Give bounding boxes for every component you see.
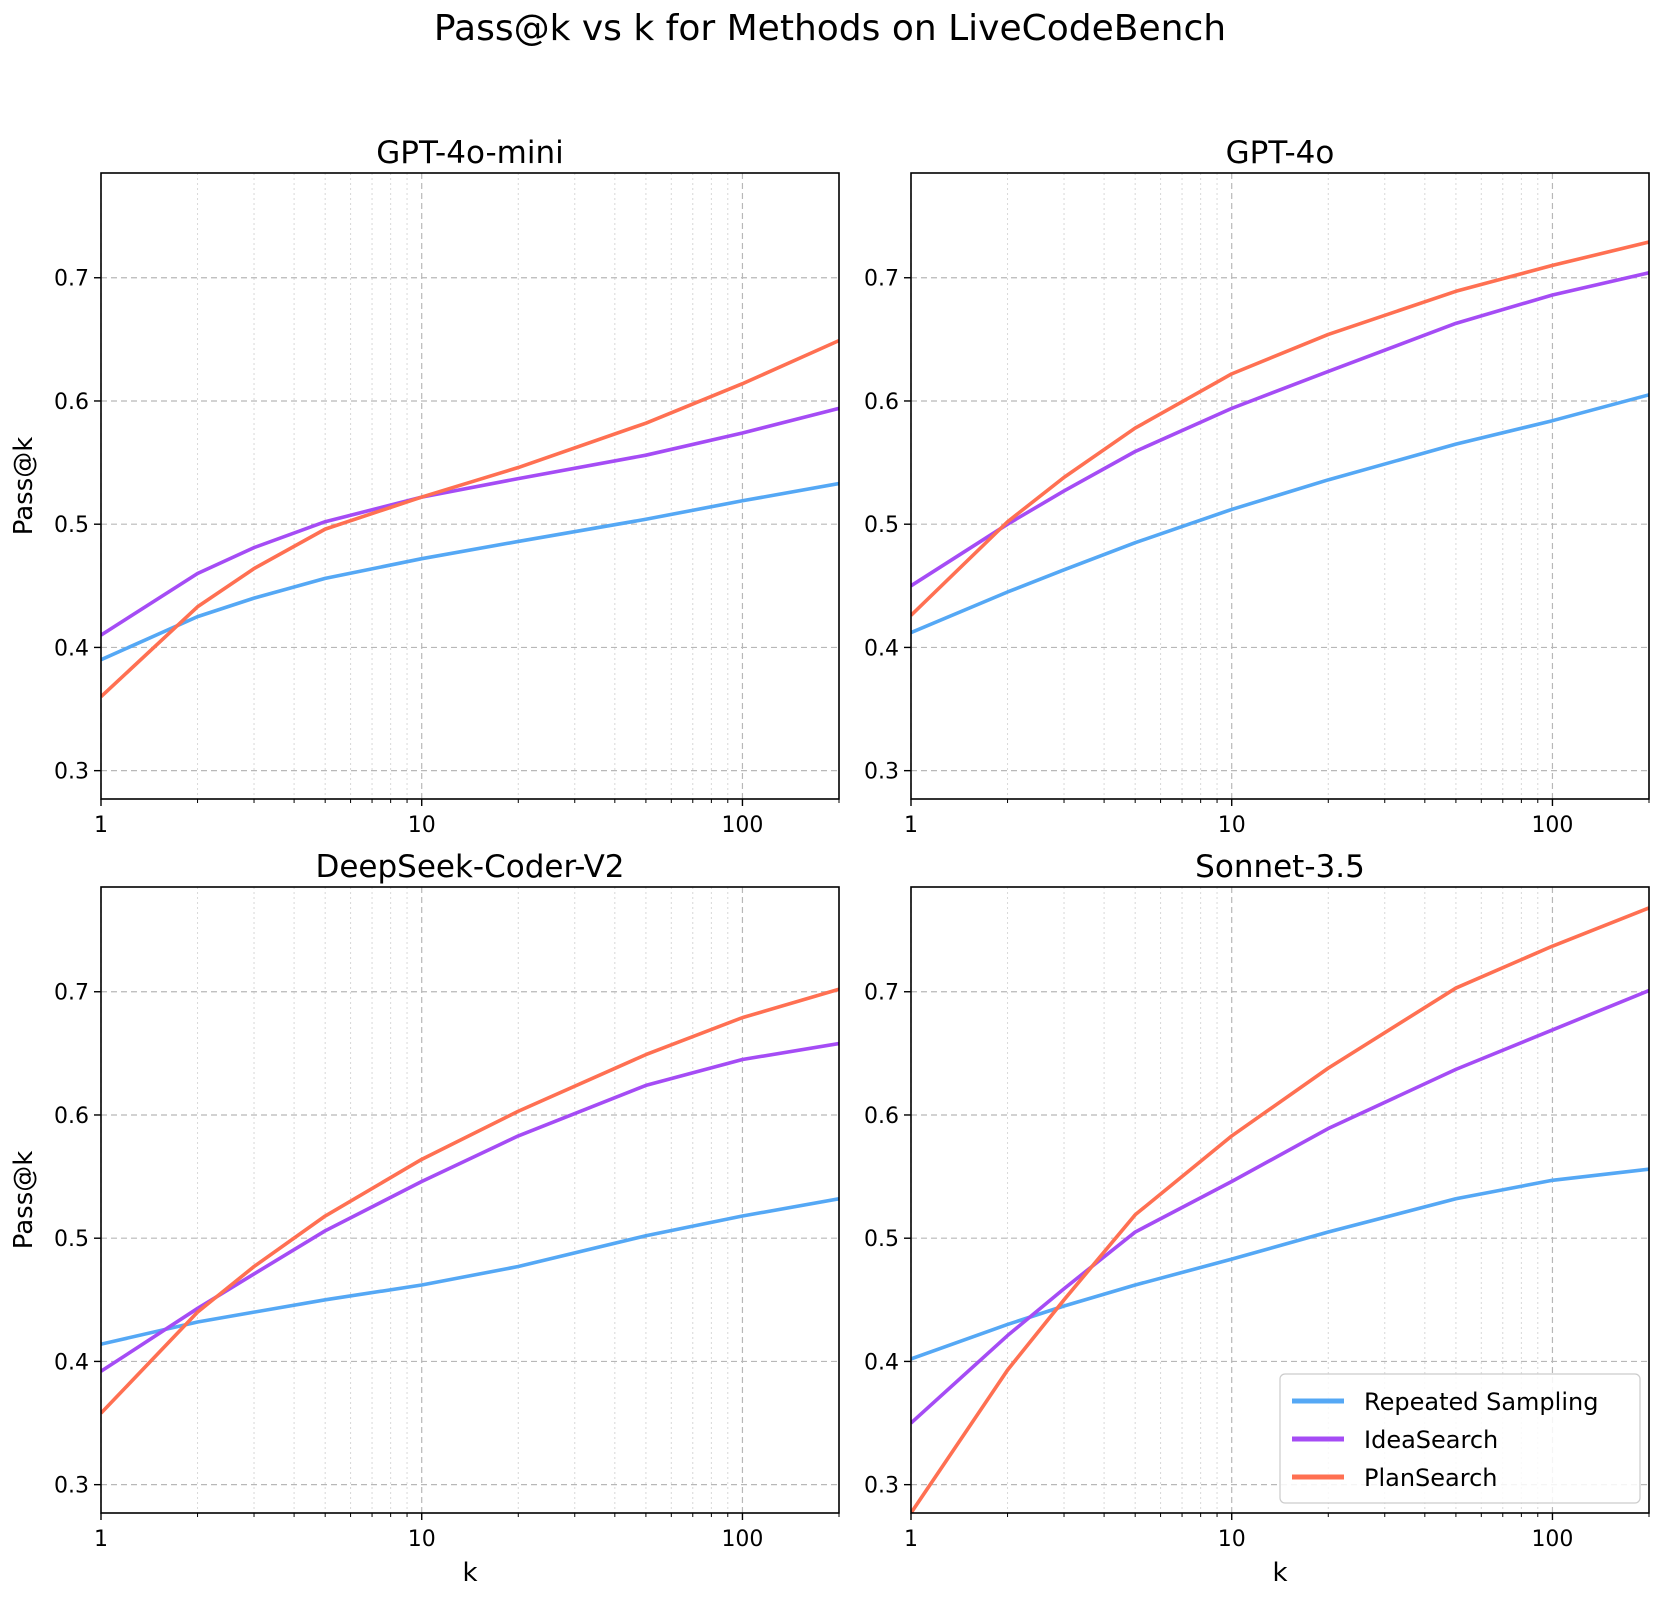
y-tick-label: 0.7: [864, 981, 899, 1006]
major-gridlines: [910, 173, 1649, 799]
axes-frame: [100, 886, 840, 1514]
panel-title: Sonnet-3.5: [1195, 849, 1365, 885]
y-tick-label: 0.4: [54, 636, 89, 661]
panel-deepseek-coder-v2: 1 10 100 0.3 0.4 0.5 0.6 0.7 DeepSeek-Coder-V2 Pa…: [9, 849, 840, 1588]
major-gridlines: [100, 887, 839, 1513]
panel-gpt-4o: 1 10 100 0.3 0.4 0.5 0.6 0.7 GPT-4o: [864, 135, 1650, 838]
y-tick-label: 0.7: [54, 267, 89, 292]
minor-gridlines: [1007, 173, 1650, 799]
y-axis-label: Pass@k: [9, 437, 39, 536]
series-group: [911, 906, 1649, 1513]
y-tick-label: 0.5: [54, 513, 89, 538]
y-tick-label: 0.7: [54, 981, 89, 1006]
x-tick-label: 10: [408, 1527, 436, 1552]
y-tick-label: 0.3: [54, 760, 89, 785]
legend-label-repeated-sampling: Repeated Sampling: [1364, 1388, 1598, 1416]
x-tick-label: 1: [904, 813, 918, 838]
panel-title: GPT-4o-mini: [376, 135, 564, 171]
series-line-plansearch: [911, 240, 1649, 617]
y-tick-label: 0.5: [864, 513, 899, 538]
panel-title: GPT-4o: [1226, 135, 1335, 171]
x-tick-label: 100: [1531, 1527, 1573, 1552]
series-line-repeated-sampling: [911, 1167, 1649, 1361]
figure-suptitle: Pass@k vs k for Methods on LiveCodeBench: [434, 8, 1226, 49]
x-tick-label: 10: [1218, 813, 1246, 838]
series-line-ideasearch: [911, 271, 1649, 588]
legend: Repeated Sampling IdeaSearch PlanSearch: [1279, 1373, 1641, 1504]
panel-gpt-4o-mini: 1 10 100 0.3 0.4 0.5 0.6 0.7 GPT-4o-mini Pass@k: [9, 135, 840, 838]
y-tick-label: 0.5: [864, 1227, 899, 1252]
panel-sonnet-3-5: 1 10 100 0.3 0.4 0.5 0.6 0.7 Sonnet-3.5 k Repeated…: [864, 849, 1650, 1588]
y-tick-label: 0.7: [864, 267, 899, 292]
y-axis-label: Pass@k: [9, 1151, 39, 1250]
y-tick-label: 0.4: [864, 1350, 899, 1375]
x-tick-label: 1: [904, 1527, 918, 1552]
axes-frame: [910, 886, 1650, 1514]
y-tick-label: 0.6: [54, 1104, 89, 1129]
x-tick-label: 100: [721, 1527, 763, 1552]
series-line-ideasearch: [911, 988, 1649, 1425]
y-tick-label: 0.3: [54, 1474, 89, 1499]
axes-frame: [910, 172, 1650, 800]
panel-title: DeepSeek-Coder-V2: [315, 849, 624, 885]
series-line-plansearch: [101, 338, 839, 699]
y-tick-label: 0.5: [54, 1227, 89, 1252]
y-tick-label: 0.4: [54, 1350, 89, 1375]
series-line-plansearch: [101, 987, 839, 1415]
series-group: [101, 987, 839, 1415]
x-tick-label: 1: [94, 813, 108, 838]
legend-box: [1279, 1373, 1641, 1504]
x-tick-label: 10: [408, 813, 436, 838]
series-line-ideasearch: [101, 1041, 839, 1373]
series-line-ideasearch: [101, 406, 839, 637]
y-tick-label: 0.3: [864, 760, 899, 785]
legend-label-plansearch: PlanSearch: [1364, 1464, 1498, 1492]
series-line-plansearch: [911, 906, 1649, 1513]
legend-label-ideasearch: IdeaSearch: [1364, 1426, 1498, 1454]
series-group: [911, 240, 1649, 635]
x-axis-label: k: [462, 1558, 477, 1588]
x-tick-label: 100: [1531, 813, 1573, 838]
x-tick-label: 10: [1218, 1527, 1246, 1552]
x-tick-label: 1: [94, 1527, 108, 1552]
series-line-repeated-sampling: [101, 1196, 839, 1346]
y-tick-label: 0.6: [864, 1104, 899, 1129]
x-axis-label: k: [1272, 1558, 1287, 1588]
x-tick-label: 100: [721, 813, 763, 838]
y-tick-label: 0.6: [864, 390, 899, 415]
y-tick-label: 0.4: [864, 636, 899, 661]
series-line-repeated-sampling: [911, 393, 1649, 635]
series-group: [101, 338, 839, 699]
y-tick-label: 0.6: [54, 390, 89, 415]
major-gridlines: [100, 173, 839, 799]
y-tick-label: 0.3: [864, 1474, 899, 1499]
series-line-repeated-sampling: [101, 481, 839, 662]
axes-frame: [100, 172, 840, 800]
